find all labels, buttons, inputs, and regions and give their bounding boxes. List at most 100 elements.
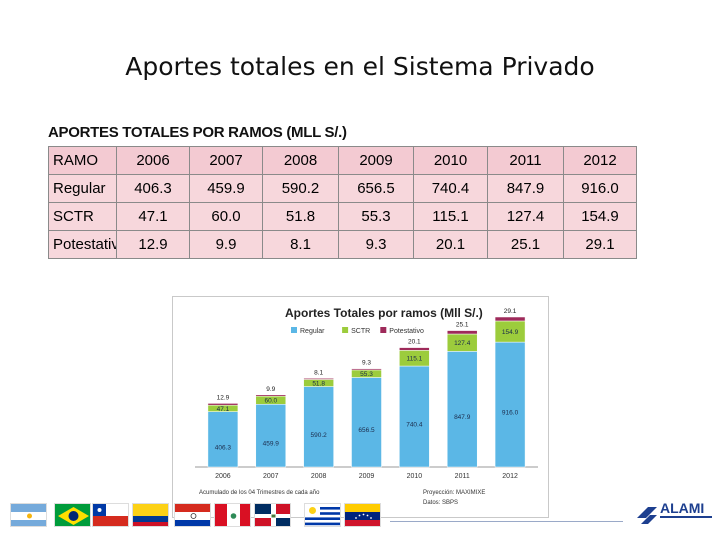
table-header-cell: 2010 xyxy=(413,146,488,175)
data-label: 8.1 xyxy=(314,369,323,376)
alami-logo: ALAMI xyxy=(636,500,712,530)
table-cell: 8.1 xyxy=(262,230,339,259)
chile-flag-icon xyxy=(92,503,129,527)
bar-regular xyxy=(255,404,287,468)
bar-potestativo xyxy=(351,368,382,371)
legend-swatch xyxy=(380,327,387,333)
table-cell: 60.0 xyxy=(189,202,263,231)
table-cell: 25.1 xyxy=(487,230,564,259)
bar-potestativo xyxy=(255,394,287,397)
table-header-cell: 2006 xyxy=(116,146,190,175)
table-row: Potestativo12.99.98.19.320.125.129.1 xyxy=(48,230,637,259)
data-label: 20.1 xyxy=(408,339,421,346)
logo-text: ALAMI xyxy=(660,500,705,516)
data-label: 9.9 xyxy=(266,386,275,393)
x-tick-label: 2009 xyxy=(359,473,375,480)
brazil-flag-icon xyxy=(54,503,91,527)
table-header-cell: 2009 xyxy=(338,146,414,175)
data-label: 60.0 xyxy=(264,398,277,405)
legend-label: Potestativo xyxy=(389,328,424,335)
data-label: 29.1 xyxy=(504,308,517,315)
data-label: 740.4 xyxy=(406,422,423,429)
data-label: 12.9 xyxy=(217,394,230,401)
chart-svg: Aportes Totales por ramos (Mll S/.) Regul… xyxy=(195,306,538,506)
venezuela-flag-icon xyxy=(344,503,381,527)
data-label: 127.4 xyxy=(454,340,471,347)
bar-potestativo xyxy=(446,330,478,335)
table-cell: 12.9 xyxy=(116,230,190,259)
legend-label: Regular xyxy=(300,328,325,335)
table-header-cell: 2011 xyxy=(487,146,564,175)
table-header-cell: RAMO xyxy=(48,146,117,175)
uruguay-flag-icon xyxy=(304,503,341,527)
country-flags-strip xyxy=(10,503,390,529)
bar-potestativo xyxy=(399,347,430,351)
table-cell: 9.3 xyxy=(338,230,414,259)
table-cell: 459.9 xyxy=(189,174,263,203)
table-row: Regular 406.3 459.9 590.2 656.5 740.4 847.9 916… xyxy=(48,174,637,203)
peru-flag-icon xyxy=(214,503,251,527)
bar-regular xyxy=(351,377,382,468)
table-cell: 9.9 xyxy=(189,230,263,259)
x-tick-label: 2008 xyxy=(311,473,327,480)
ramos-table: RAMO 2006 2007 2008 2009 2010 2011 2012 Regular 4… xyxy=(48,146,637,259)
footer-divider xyxy=(390,521,623,522)
data-label: 656.5 xyxy=(358,427,375,434)
chart-title: Aportes Totales por ramos (Mll S/.) xyxy=(285,306,483,320)
table-cell: 55.3 xyxy=(338,202,414,231)
table-cell: 154.9 xyxy=(563,202,637,231)
data-label: 847.9 xyxy=(454,414,471,421)
table-cell: 115.1 xyxy=(413,202,488,231)
dominican-republic-flag-icon xyxy=(254,503,291,527)
table-header-cell: 2008 xyxy=(262,146,339,175)
table-cell: 916.0 xyxy=(563,174,637,203)
data-label: 406.3 xyxy=(215,444,232,451)
table-row-label: Potestativo xyxy=(48,230,117,259)
slide-title: Aportes totales en el Sistema Privado xyxy=(125,52,595,81)
stacked-bar-chart: Aportes Totales por ramos (Mll S/.) Regul… xyxy=(172,296,549,518)
legend-label: SCTR xyxy=(351,328,370,335)
legend-swatch xyxy=(291,327,297,333)
table-header-cell: 2007 xyxy=(189,146,263,175)
paraguay-flag-icon xyxy=(174,503,211,527)
bar-potestativo xyxy=(494,316,526,322)
bar-regular xyxy=(207,411,239,468)
table-header-row: RAMO 2006 2007 2008 2009 2010 2011 2012 xyxy=(48,146,637,175)
bar-regular xyxy=(303,386,334,468)
table-cell: 656.5 xyxy=(338,174,414,203)
x-tick-label: 2007 xyxy=(263,473,279,480)
data-label: 459.9 xyxy=(263,441,280,448)
table-cell: 47.1 xyxy=(116,202,190,231)
data-label: 55.3 xyxy=(360,371,373,378)
chart-note: Datos: SBPS xyxy=(423,500,458,506)
bar-potestativo xyxy=(303,378,334,380)
table-cell: 847.9 xyxy=(487,174,564,203)
data-label: 590.2 xyxy=(311,432,328,439)
bar-regular xyxy=(446,351,478,468)
alami-logo-icon xyxy=(637,507,657,524)
argentina-flag-icon xyxy=(10,503,47,527)
table-header-cell: 2012 xyxy=(563,146,637,175)
bar-regular xyxy=(494,341,526,468)
x-tick-label: 2012 xyxy=(502,473,518,480)
bar-potestativo xyxy=(207,403,239,406)
chart-note: Proyección: MAXIMIXE xyxy=(423,490,485,496)
data-label: 25.1 xyxy=(456,322,469,329)
bar-regular xyxy=(399,365,430,468)
table-cell: 51.8 xyxy=(262,202,339,231)
ramos-table-block: APORTES TOTALES POR RAMOS (MLL S/.) RAMO… xyxy=(48,120,637,259)
colombia-flag-icon xyxy=(132,503,169,527)
data-label: 51.8 xyxy=(312,380,325,387)
data-label: 9.3 xyxy=(362,360,371,367)
x-tick-label: 2010 xyxy=(407,473,423,480)
data-label: 47.1 xyxy=(217,406,230,413)
table-cell: 29.1 xyxy=(563,230,637,259)
data-label: 154.9 xyxy=(502,329,519,336)
table-cell: 20.1 xyxy=(413,230,488,259)
table-cell: 590.2 xyxy=(262,174,339,203)
table-cell: 406.3 xyxy=(116,174,190,203)
x-tick-label: 2011 xyxy=(455,473,470,480)
data-label: 916.0 xyxy=(502,410,519,417)
logo-underline xyxy=(660,516,712,526)
x-tick-label: 2006 xyxy=(215,473,231,480)
